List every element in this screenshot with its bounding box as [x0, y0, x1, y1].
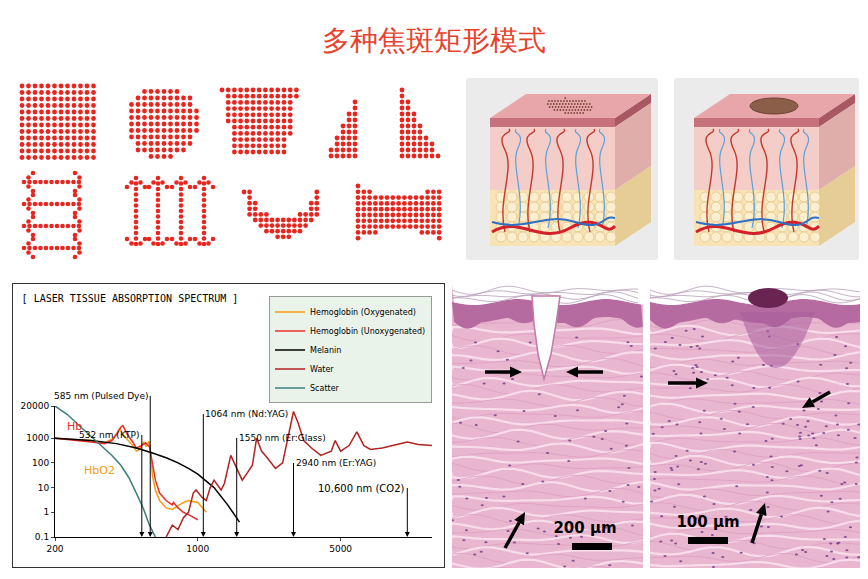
svg-text:Melanin: Melanin — [310, 346, 341, 355]
svg-text:532 nm (KTP): 532 nm (KTP) — [79, 430, 140, 440]
svg-text:20000: 20000 — [21, 401, 50, 411]
svg-text:Scatter: Scatter — [310, 384, 340, 393]
svg-text:100 μm: 100 μm — [676, 513, 739, 531]
svg-text:200 μm: 200 μm — [553, 519, 616, 537]
svg-text:1064 nm (Nd:YAG): 1064 nm (Nd:YAG) — [205, 409, 288, 419]
svg-text:0.1: 0.1 — [35, 532, 49, 542]
svg-text:585 nm (Pulsed Dye): 585 nm (Pulsed Dye) — [54, 391, 148, 401]
svg-text:5000: 5000 — [329, 544, 352, 554]
svg-text:1: 1 — [43, 507, 49, 517]
svg-text:Hemoglobin (Unoxygenated): Hemoglobin (Unoxygenated) — [310, 327, 425, 336]
svg-text:10,600 nm (CO2): 10,600 nm (CO2) — [318, 483, 405, 494]
svg-text:1000: 1000 — [26, 433, 49, 443]
svg-text:1550 nm (Er:Glass): 1550 nm (Er:Glass) — [239, 433, 326, 443]
svg-text:Hemoglobin (Oxygenated): Hemoglobin (Oxygenated) — [310, 308, 416, 317]
svg-text:Water: Water — [310, 365, 334, 374]
svg-text:多种焦斑矩形模式: 多种焦斑矩形模式 — [322, 24, 546, 57]
svg-text:200: 200 — [46, 544, 63, 554]
svg-text:100: 100 — [32, 458, 49, 468]
svg-text:[ LASER TISSUE ABSORPTION SPEC: [ LASER TISSUE ABSORPTION SPECTRUM ] — [22, 293, 239, 304]
svg-text:10: 10 — [38, 483, 50, 493]
svg-text:1000: 1000 — [186, 544, 209, 554]
svg-text:2940 nm (Er:YAG): 2940 nm (Er:YAG) — [296, 458, 376, 468]
svg-text:HbO2: HbO2 — [84, 464, 115, 477]
svg-text:Hb: Hb — [67, 420, 82, 433]
